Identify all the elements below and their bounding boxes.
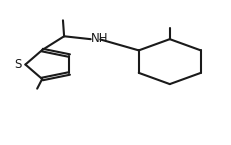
Text: NH: NH <box>91 32 109 45</box>
Text: S: S <box>14 58 21 71</box>
